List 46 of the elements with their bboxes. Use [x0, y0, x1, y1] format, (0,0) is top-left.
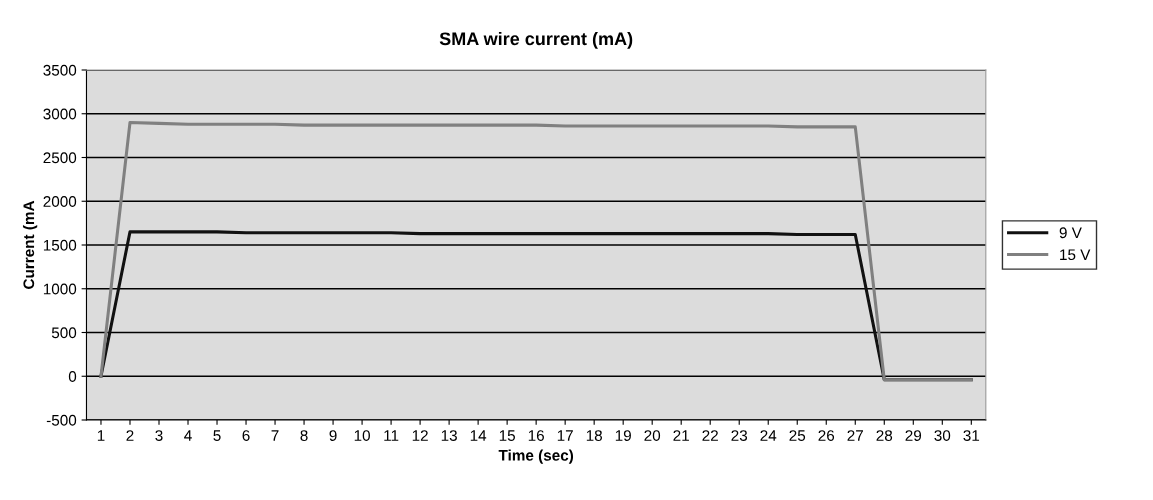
- y-tick-label: 1000: [43, 283, 77, 295]
- x-tick-label: 1: [97, 430, 105, 441]
- x-tick-label: 7: [271, 430, 279, 441]
- x-tick-label: 28: [876, 430, 893, 441]
- y-tick-label: 1500: [43, 239, 77, 251]
- x-tick-label: 20: [644, 430, 661, 441]
- x-tick-label: 26: [818, 430, 835, 441]
- x-tick-label: 22: [702, 430, 718, 441]
- line-series: [99, 120, 973, 382]
- x-tick-label: 12: [412, 430, 428, 441]
- x-tick-label: 15: [499, 430, 515, 441]
- y-axis-title: Current (mA: [22, 200, 38, 289]
- x-tick-label: 16: [528, 430, 544, 441]
- x-tick-label: 24: [760, 430, 777, 441]
- x-tick-label: 6: [242, 430, 250, 441]
- y-tick-label: 2500: [43, 152, 77, 164]
- x-tick-label: 29: [905, 430, 922, 441]
- x-tick-label: 27: [847, 430, 863, 441]
- x-tick-label: 11: [384, 430, 399, 441]
- x-tick-label: 19: [615, 430, 631, 441]
- x-tick-label: 17: [557, 430, 573, 441]
- x-tick-label: 8: [300, 430, 308, 441]
- chart-title: SMA wire current (mA): [439, 31, 633, 49]
- x-tick-label: 25: [789, 430, 806, 441]
- x-tick-label: 9: [329, 430, 337, 441]
- x-tick-label: 31: [963, 430, 980, 441]
- y-tick-label: 0: [68, 371, 77, 382]
- x-tick-label: 5: [213, 430, 221, 441]
- x-tick-label: 21: [673, 430, 689, 441]
- x-tick-label: 30: [934, 430, 951, 441]
- x-tick-label: 18: [586, 430, 602, 441]
- y-tick-label: 3000: [43, 108, 77, 120]
- x-axis-title: Time (sec): [498, 449, 574, 464]
- y-tick-label: 500: [51, 327, 77, 339]
- y-tick-label: -500: [46, 414, 77, 426]
- legend-label: 9 V: [1059, 227, 1082, 239]
- y-tick-label: 3500: [43, 64, 77, 76]
- y-tick-label: 2000: [43, 196, 77, 207]
- x-tick-label: 3: [155, 430, 163, 441]
- x-tick-label: 23: [731, 430, 748, 441]
- legend-label: 15 V: [1060, 249, 1091, 261]
- x-tick-label: 10: [354, 430, 370, 441]
- x-tick-label: 13: [441, 430, 457, 441]
- x-tick-label: 14: [470, 430, 487, 441]
- x-tick-label: 2: [126, 430, 134, 441]
- x-tick-label: 4: [184, 430, 192, 441]
